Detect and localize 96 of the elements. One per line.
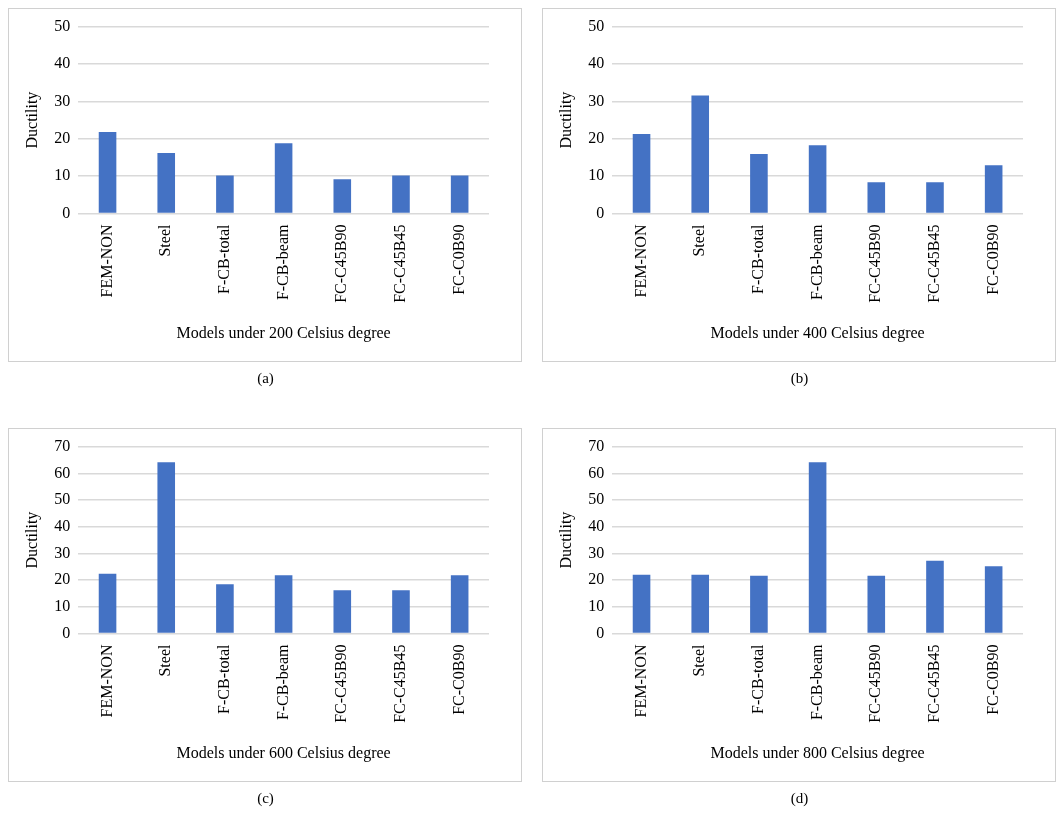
x-tick-label: F-CB-beam <box>807 224 825 301</box>
y-tick-label: 70 <box>54 436 71 454</box>
bar <box>867 182 886 213</box>
x-tick-label: FC-C45B45 <box>925 224 943 303</box>
x-axis-title: Models under 800 Celsius degree <box>710 743 925 762</box>
y-tick-label: 50 <box>54 16 71 34</box>
bar <box>333 590 352 633</box>
x-tick-label: FC-C0B90 <box>449 644 467 715</box>
text: (c) <box>256 790 275 807</box>
x-tick-label: F-CB-beam <box>273 644 291 721</box>
x-tick-label: F-CB-total <box>749 644 767 714</box>
y-tick-label: 0 <box>62 203 71 221</box>
x-axis-title: Models under 600 Celsius degree <box>176 743 391 762</box>
bar <box>216 175 234 213</box>
bar <box>274 575 293 633</box>
x-tick-label: FC-C0B90 <box>449 224 467 295</box>
x-tick-label: FC-C45B90 <box>332 644 350 723</box>
y-tick-label: 0 <box>596 623 605 641</box>
y-tick-label: 70 <box>588 436 605 454</box>
y-tick-label: 60 <box>54 463 71 481</box>
y-axis-title: Ductility <box>22 91 41 149</box>
y-tick-label: 10 <box>588 597 605 615</box>
x-tick-label: FC-C45B90 <box>866 644 884 723</box>
y-tick-label: 60 <box>588 463 605 481</box>
x-tick-label: Steel <box>156 644 174 677</box>
y-tick-label: 40 <box>54 54 71 72</box>
x-tick-label: FC-C45B90 <box>866 224 884 303</box>
x-tick-label: Steel <box>156 224 174 257</box>
y-tick-label: 30 <box>588 543 605 561</box>
bar <box>450 575 469 633</box>
y-tick-label: 50 <box>54 490 71 508</box>
bar <box>157 462 176 633</box>
x-tick-label: Steel <box>690 224 708 257</box>
x-axis-title: Models under 200 Celsius degree <box>176 323 391 342</box>
bar <box>984 165 1003 213</box>
x-tick-label: F-CB-total <box>215 224 233 294</box>
x-axis-title: Models under 400 Celsius degree <box>710 323 925 342</box>
x-tick-label: FC-C0B90 <box>983 224 1001 295</box>
y-tick-label: 20 <box>54 570 71 588</box>
bar <box>750 154 768 213</box>
x-tick-label: FC-C0B90 <box>983 644 1001 715</box>
x-tick-label: F-CB-beam <box>273 224 291 301</box>
y-tick-label: 30 <box>54 543 71 561</box>
y-axis-title: Ductility <box>22 511 41 569</box>
y-tick-label: 20 <box>54 128 71 146</box>
bar <box>98 132 117 213</box>
y-tick-label: 30 <box>588 91 605 109</box>
y-tick-label: 20 <box>588 570 605 588</box>
y-tick-label: 20 <box>588 128 605 146</box>
bar <box>984 566 1003 633</box>
bar <box>691 574 710 633</box>
y-axis-title: Ductility <box>556 511 575 569</box>
bar <box>632 574 651 633</box>
y-tick-label: 30 <box>54 91 71 109</box>
y-axis-title: Ductility <box>556 91 575 149</box>
x-tick-label: FEM-NON <box>97 224 115 298</box>
x-tick-label: F-CB-total <box>215 644 233 714</box>
x-tick-label: F-CB-beam <box>807 644 825 721</box>
y-tick-label: 0 <box>596 203 605 221</box>
bar <box>333 179 352 213</box>
x-tick-label: FEM-NON <box>631 644 649 718</box>
bar <box>926 560 944 633</box>
y-tick-label: 10 <box>54 166 71 184</box>
bar <box>750 575 768 633</box>
y-tick-label: 40 <box>588 516 605 534</box>
x-tick-label: Steel <box>690 644 708 677</box>
bar <box>450 175 469 213</box>
bar <box>98 573 117 633</box>
bar <box>216 584 234 633</box>
x-tick-label: FEM-NON <box>97 644 115 718</box>
y-tick-label: 10 <box>588 166 605 184</box>
y-tick-label: 40 <box>54 516 71 534</box>
y-tick-label: 50 <box>588 490 605 508</box>
y-tick-label: 50 <box>588 16 605 34</box>
y-tick-label: 10 <box>54 597 71 615</box>
bar <box>392 175 410 213</box>
x-tick-label: FC-C45B45 <box>391 644 409 723</box>
text: (d) <box>789 790 810 807</box>
bar <box>926 182 944 213</box>
x-tick-label: F-CB-total <box>749 224 767 294</box>
bar <box>808 145 827 213</box>
x-tick-label: FC-C45B45 <box>391 224 409 303</box>
text: (a) <box>256 370 275 387</box>
bar <box>691 95 710 213</box>
bar <box>632 133 651 213</box>
x-tick-label: FC-C45B90 <box>332 224 350 303</box>
x-tick-label: FEM-NON <box>631 224 649 298</box>
bar <box>157 152 176 213</box>
bar <box>808 462 827 633</box>
x-tick-label: FC-C45B45 <box>925 644 943 723</box>
y-tick-label: 40 <box>588 54 605 72</box>
bar <box>867 575 886 633</box>
bar <box>392 590 410 633</box>
y-tick-label: 0 <box>62 623 71 641</box>
bar <box>274 143 293 213</box>
text: (b) <box>789 370 810 387</box>
